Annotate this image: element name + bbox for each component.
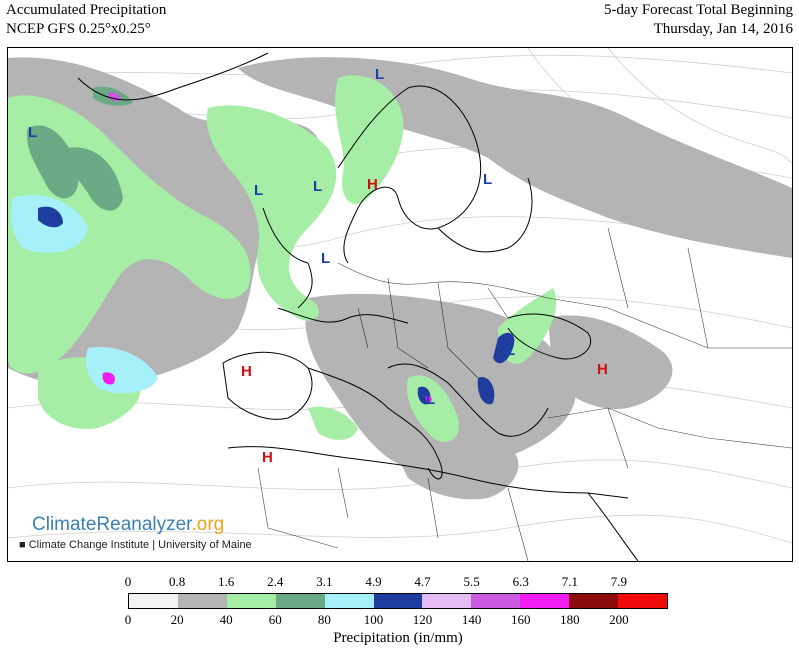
pressure-low-marker: L [254,182,264,199]
colorbar-swatch [226,594,276,608]
model-label: NCEP GFS 0.25°x0.25° [6,21,151,37]
date-label: Thursday, Jan 14, 2016 [653,21,793,37]
legend-inch-tick: 4.7 [414,574,431,589]
colorbar [128,593,668,609]
pressure-high-marker: H [262,449,273,466]
map-title: Accumulated Precipitation [6,2,167,18]
legend-mm-tick: 160 [510,612,531,627]
pressure-low-marker: L [426,391,436,408]
legend-inch-tick: 4.9 [365,574,382,589]
legend-inch-tick: 1.6 [218,574,235,589]
colorbar-swatch [129,594,178,608]
institute-icon: ■ [19,539,26,551]
legend-mm-tick: 100 [363,612,384,627]
legend-mm-tick: 180 [560,612,580,627]
legend-inch-tick: 7.9 [610,574,628,589]
pressure-low-marker: L [321,250,331,267]
pressure-low-marker: L [313,178,323,195]
colorbar-swatch [324,594,374,608]
legend-mm-tick: 0 [124,612,132,627]
legend-title: Precipitation (in/mm) [333,630,463,646]
colorbar-swatch [520,594,570,608]
colorbar-swatch [422,594,472,608]
colorbar-swatch [373,594,423,608]
legend-mm-tick: 80 [317,612,331,627]
brand-tld: .org [191,514,225,535]
precip-heavy [11,86,515,405]
borders [257,227,792,561]
brand-logo[interactable]: ClimateReanalyzer.org [32,514,224,536]
header-right: 5-day Forecast Total Beginning Thursday,… [604,1,793,39]
precipitation-map[interactable]: L L L L H L L H H L L H [7,47,793,562]
pressure-low-marker: L [28,124,38,141]
legend-mm-tick: 20 [170,612,184,627]
legend-inch-tick: 0 [124,574,132,589]
colorbar-swatch [618,594,667,608]
legend-mm-tick: 120 [412,612,433,627]
legend-inch-tick: 5.5 [463,574,480,589]
legend-inch-tick: 2.4 [267,574,284,589]
precipitation-legend: 0 0.8 1.6 2.4 3.1 4.9 4.7 5.5 6.3 7.1 7.9 0 20 40 60 8… [118,574,678,654]
colorbar-swatch [471,594,521,608]
pressure-high-marker: H [597,361,608,378]
pressure-high-marker: H [367,176,378,193]
legend-mm-tick: 40 [219,612,233,627]
colorbar-swatch [275,594,325,608]
brand-subtitle: ■ Climate Change Institute | University … [19,539,252,551]
legend-mm-tick: 60 [268,612,282,627]
legend-mm-tick: 140 [461,612,482,627]
legend-inch-tick: 0.8 [168,574,186,589]
pressure-low-marker: L [506,342,516,359]
pressure-high-marker: H [241,363,252,380]
forecast-label: 5-day Forecast Total Beginning [603,2,793,18]
header-left: Accumulated Precipitation NCEP GFS 0.25°… [6,1,166,39]
brand-name: ClimateReanalyzer [32,514,192,535]
pressure-low-marker: L [483,171,493,188]
legend-mm-tick: 200 [609,612,629,627]
colorbar-swatch [177,594,227,608]
brand-subtitle-text: Climate Change Institute | University of… [28,539,252,551]
pressure-low-marker: L [375,66,385,83]
legend-inch-tick: 3.1 [316,574,333,589]
map-svg [8,48,792,561]
legend-inch-tick: 7.1 [561,574,578,589]
colorbar-swatch [569,594,619,608]
coastlines [77,52,639,561]
legend-inch-tick: 6.3 [512,574,529,589]
